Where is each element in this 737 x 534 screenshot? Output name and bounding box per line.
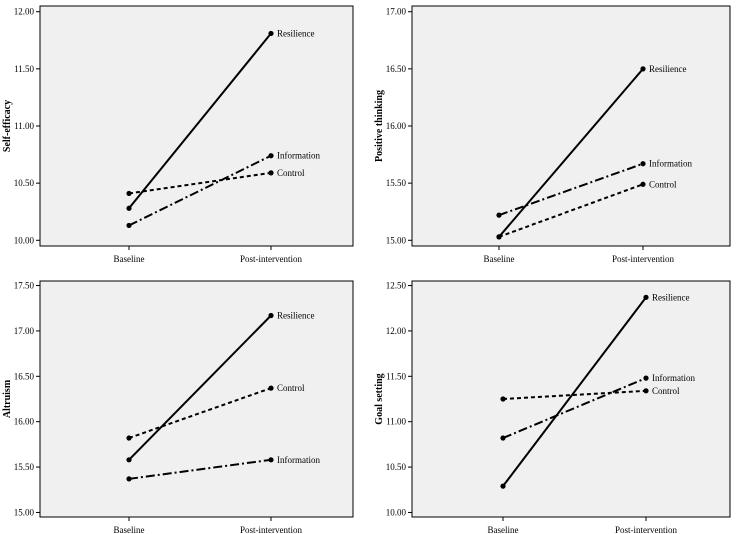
data-point — [268, 170, 274, 176]
series-line-information — [498, 162, 644, 217]
x-tick-label: Post-intervention — [240, 525, 302, 534]
chart-panel-1: 10.00 10.50 11.00 11.50 12.00 Baseline Post-in… — [2, 5, 354, 264]
y-tick-label: 15.00 — [386, 235, 407, 245]
chart-panel-2: 15.00 15.50 16.00 16.50 17.00 Baseline Post-in… — [374, 5, 731, 264]
series-line-resilience — [128, 314, 272, 461]
series-label: Resilience — [652, 292, 690, 302]
y-tick-label: 11.00 — [14, 121, 34, 131]
series-label: Resilience — [649, 64, 687, 74]
data-point — [643, 388, 649, 394]
plot-area — [39, 280, 354, 518]
series-line-control — [128, 171, 272, 195]
series-label: Information — [652, 373, 695, 383]
data-point — [643, 294, 649, 300]
series-label: Resilience — [277, 310, 315, 320]
data-point — [500, 435, 506, 441]
y-axis-label: Goal setting — [374, 373, 385, 424]
series-label: Control — [277, 168, 305, 178]
y-axis-label: Positive thinking — [374, 90, 385, 162]
series-line-information — [128, 458, 272, 480]
y-tick-label: 17.00 — [14, 326, 35, 336]
series-label: Information — [277, 455, 320, 465]
y-tick-label: 12.50 — [386, 281, 407, 291]
plot-area — [411, 280, 731, 518]
series-line-information — [502, 377, 647, 439]
data-point — [640, 161, 646, 167]
data-point — [496, 234, 502, 240]
y-tick-label: 11.50 — [14, 64, 34, 74]
y-axis-label: Altruism — [2, 379, 13, 418]
series-line-information — [128, 154, 272, 227]
data-point — [643, 375, 649, 381]
y-tick-label: 15.50 — [386, 178, 407, 188]
y-tick-label: 10.50 — [386, 462, 407, 472]
data-point — [126, 476, 132, 482]
data-point — [126, 435, 132, 441]
y-axis-label: Self-efficacy — [2, 100, 13, 152]
y-tick-label: 12.00 — [14, 7, 35, 17]
y-tick-label: 10.00 — [386, 507, 407, 517]
y-tick-label: 15.50 — [14, 462, 35, 472]
plot-area — [411, 5, 731, 247]
x-tick-label: Post-intervention — [240, 254, 302, 264]
y-tick-label: 17.50 — [14, 281, 35, 291]
x-tick-label: Baseline — [488, 525, 519, 534]
series-line-control — [502, 389, 647, 400]
data-point — [640, 181, 646, 187]
y-tick-label: 16.00 — [386, 121, 407, 131]
series-label: Control — [649, 179, 677, 189]
y-tick-label: 16.50 — [386, 64, 407, 74]
y-tick-label: 17.00 — [386, 7, 407, 17]
data-point — [500, 483, 506, 489]
data-point — [268, 30, 274, 37]
data-point — [126, 190, 132, 197]
y-tick-label: 16.50 — [14, 371, 35, 381]
series-line-control — [498, 183, 644, 238]
x-tick-label: Baseline — [484, 254, 515, 264]
series-line-resilience — [502, 296, 647, 487]
data-point — [126, 222, 132, 229]
x-tick-label: Baseline — [114, 254, 145, 264]
data-point — [268, 153, 274, 159]
series-label: Control — [277, 383, 305, 393]
series-label: Resilience — [277, 28, 315, 38]
series-line-resilience — [498, 68, 644, 238]
data-point — [640, 66, 646, 72]
y-tick-label: 10.50 — [14, 178, 35, 188]
y-tick-label: 11.50 — [386, 371, 406, 381]
series-label: Information — [649, 159, 692, 169]
x-tick-label: Baseline — [114, 525, 145, 534]
series-label: Information — [277, 151, 320, 161]
data-point — [496, 212, 502, 218]
x-tick-label: Post-intervention — [615, 525, 677, 534]
chart-panel-3: 15.00 15.50 16.00 16.50 17.00 17.50 Baseline Po… — [2, 280, 354, 534]
chart-panel-4: 10.00 10.50 11.00 11.50 12.00 12.50 Baseline Po… — [374, 280, 731, 534]
y-tick-label: 12.00 — [386, 326, 407, 336]
y-tick-label: 10.00 — [14, 235, 35, 245]
series-line-resilience — [128, 32, 272, 209]
y-tick-label: 16.00 — [14, 417, 35, 427]
y-tick-label: 11.00 — [386, 417, 406, 427]
data-point — [126, 457, 132, 463]
data-point — [268, 457, 274, 463]
series-label: Control — [652, 386, 680, 396]
data-point — [268, 385, 274, 391]
data-point — [500, 396, 506, 402]
data-point — [268, 312, 274, 319]
x-tick-label: Post-intervention — [612, 254, 674, 264]
data-point — [126, 205, 132, 211]
y-tick-label: 15.00 — [14, 507, 35, 517]
